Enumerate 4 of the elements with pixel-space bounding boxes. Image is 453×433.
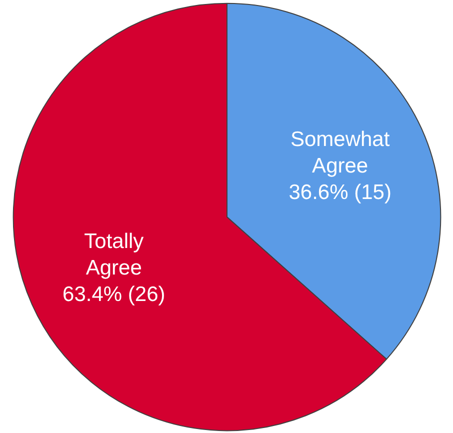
slice-label: Somewhat Agree <box>290 128 390 178</box>
slice-label: Totally Agree <box>84 230 144 280</box>
data-label: 63.4% (26) <box>62 282 166 306</box>
data-label: 36.6% (15) <box>288 181 392 204</box>
